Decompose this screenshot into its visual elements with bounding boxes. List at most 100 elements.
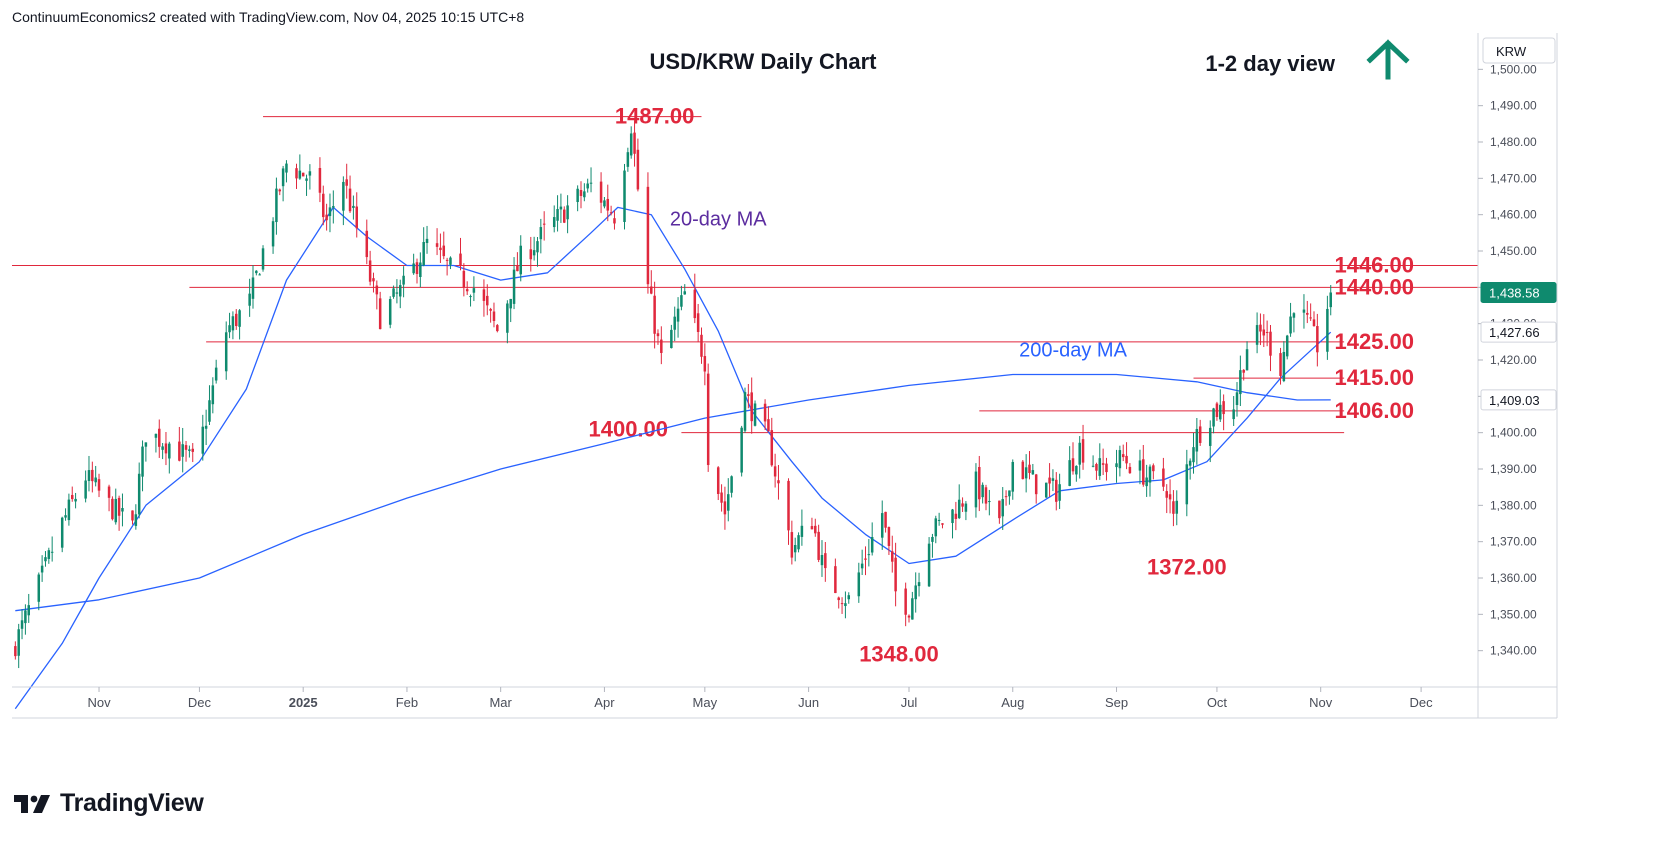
candle[interactable] — [134, 504, 138, 530]
candle[interactable] — [1262, 314, 1266, 348]
candle[interactable] — [114, 488, 118, 525]
candle[interactable] — [67, 493, 71, 526]
candle[interactable] — [415, 258, 419, 284]
candle[interactable] — [1279, 347, 1282, 385]
candle[interactable] — [1259, 313, 1262, 346]
candle[interactable] — [60, 516, 64, 553]
candle[interactable] — [228, 312, 231, 339]
candle[interactable] — [1058, 473, 1061, 510]
candle[interactable] — [509, 298, 512, 323]
candle[interactable] — [1101, 448, 1105, 476]
candle[interactable] — [308, 164, 312, 190]
candle[interactable] — [1071, 442, 1075, 475]
candle[interactable] — [961, 497, 964, 512]
candle[interactable] — [1222, 394, 1225, 431]
candle[interactable] — [864, 546, 867, 576]
candle[interactable] — [552, 205, 556, 233]
candle[interactable] — [542, 211, 546, 241]
candle[interactable] — [342, 176, 345, 226]
candle[interactable] — [332, 190, 335, 224]
candle[interactable] — [512, 257, 516, 310]
candle[interactable] — [1326, 295, 1329, 360]
candle[interactable] — [442, 231, 446, 260]
candle[interactable] — [1044, 482, 1048, 499]
candle[interactable] — [87, 455, 91, 492]
candle[interactable] — [305, 174, 308, 196]
candle[interactable] — [810, 517, 814, 530]
candle[interactable] — [325, 203, 328, 231]
candle[interactable] — [1075, 465, 1078, 482]
candle[interactable] — [837, 596, 840, 609]
candle[interactable] — [656, 329, 660, 345]
candle[interactable] — [425, 225, 429, 254]
candle[interactable] — [1168, 479, 1172, 514]
candle[interactable] — [419, 252, 422, 288]
candle[interactable] — [917, 572, 921, 597]
candle[interactable] — [368, 250, 372, 286]
candle[interactable] — [633, 120, 636, 167]
candle[interactable] — [740, 425, 743, 477]
ma200-line[interactable] — [15, 373, 1331, 612]
candle[interactable] — [894, 542, 897, 607]
candle[interactable] — [934, 515, 938, 544]
candle[interactable] — [1165, 484, 1168, 514]
candle[interactable] — [1208, 420, 1212, 463]
candle[interactable] — [1142, 444, 1145, 487]
candle[interactable] — [884, 511, 887, 533]
candle[interactable] — [676, 297, 680, 338]
candle[interactable] — [50, 536, 54, 562]
candle[interactable] — [536, 236, 539, 267]
candle[interactable] — [258, 273, 261, 276]
candle[interactable] — [817, 524, 820, 563]
candle[interactable] — [465, 281, 469, 295]
candle[interactable] — [348, 175, 352, 213]
candle[interactable] — [650, 270, 653, 295]
candle[interactable] — [486, 284, 489, 316]
candle[interactable] — [1004, 490, 1008, 506]
candle[interactable] — [954, 501, 958, 531]
candle[interactable] — [255, 270, 258, 276]
candle[interactable] — [1242, 369, 1245, 381]
candle[interactable] — [472, 276, 476, 302]
candle[interactable] — [974, 463, 978, 518]
candle[interactable] — [1285, 334, 1289, 360]
candle[interactable] — [1078, 436, 1081, 479]
candle[interactable] — [91, 461, 94, 493]
candle[interactable] — [70, 486, 74, 502]
candle[interactable] — [556, 195, 559, 232]
candle[interactable] — [1215, 401, 1219, 421]
candle[interactable] — [84, 470, 87, 503]
candle[interactable] — [285, 160, 288, 183]
candle[interactable] — [747, 383, 750, 409]
candle[interactable] — [1001, 487, 1004, 530]
candle[interactable] — [1048, 463, 1051, 497]
candle[interactable] — [787, 478, 790, 545]
candle[interactable] — [402, 266, 405, 298]
candle[interactable] — [824, 542, 827, 582]
candle[interactable] — [763, 399, 767, 430]
candle[interactable] — [623, 163, 626, 230]
candle[interactable] — [673, 306, 676, 342]
candle[interactable] — [978, 455, 981, 512]
candle[interactable] — [395, 279, 399, 304]
currency-label-box[interactable]: KRW — [1482, 37, 1556, 64]
candle[interactable] — [603, 196, 606, 209]
candle[interactable] — [914, 572, 917, 613]
candle[interactable] — [1121, 444, 1125, 462]
candle[interactable] — [844, 591, 847, 619]
candle[interactable] — [1232, 396, 1235, 426]
candle[interactable] — [583, 183, 586, 202]
candle[interactable] — [1051, 469, 1055, 492]
candle[interactable] — [680, 285, 683, 311]
candle[interactable] — [1138, 449, 1142, 485]
candle[interactable] — [927, 537, 931, 588]
candle[interactable] — [931, 533, 934, 558]
candle[interactable] — [1255, 312, 1259, 354]
candle[interactable] — [559, 193, 563, 223]
candle[interactable] — [797, 532, 800, 553]
candle[interactable] — [328, 193, 332, 233]
candle[interactable] — [211, 377, 215, 414]
candle[interactable] — [599, 172, 603, 214]
candle[interactable] — [94, 465, 97, 487]
candle[interactable] — [566, 195, 569, 234]
